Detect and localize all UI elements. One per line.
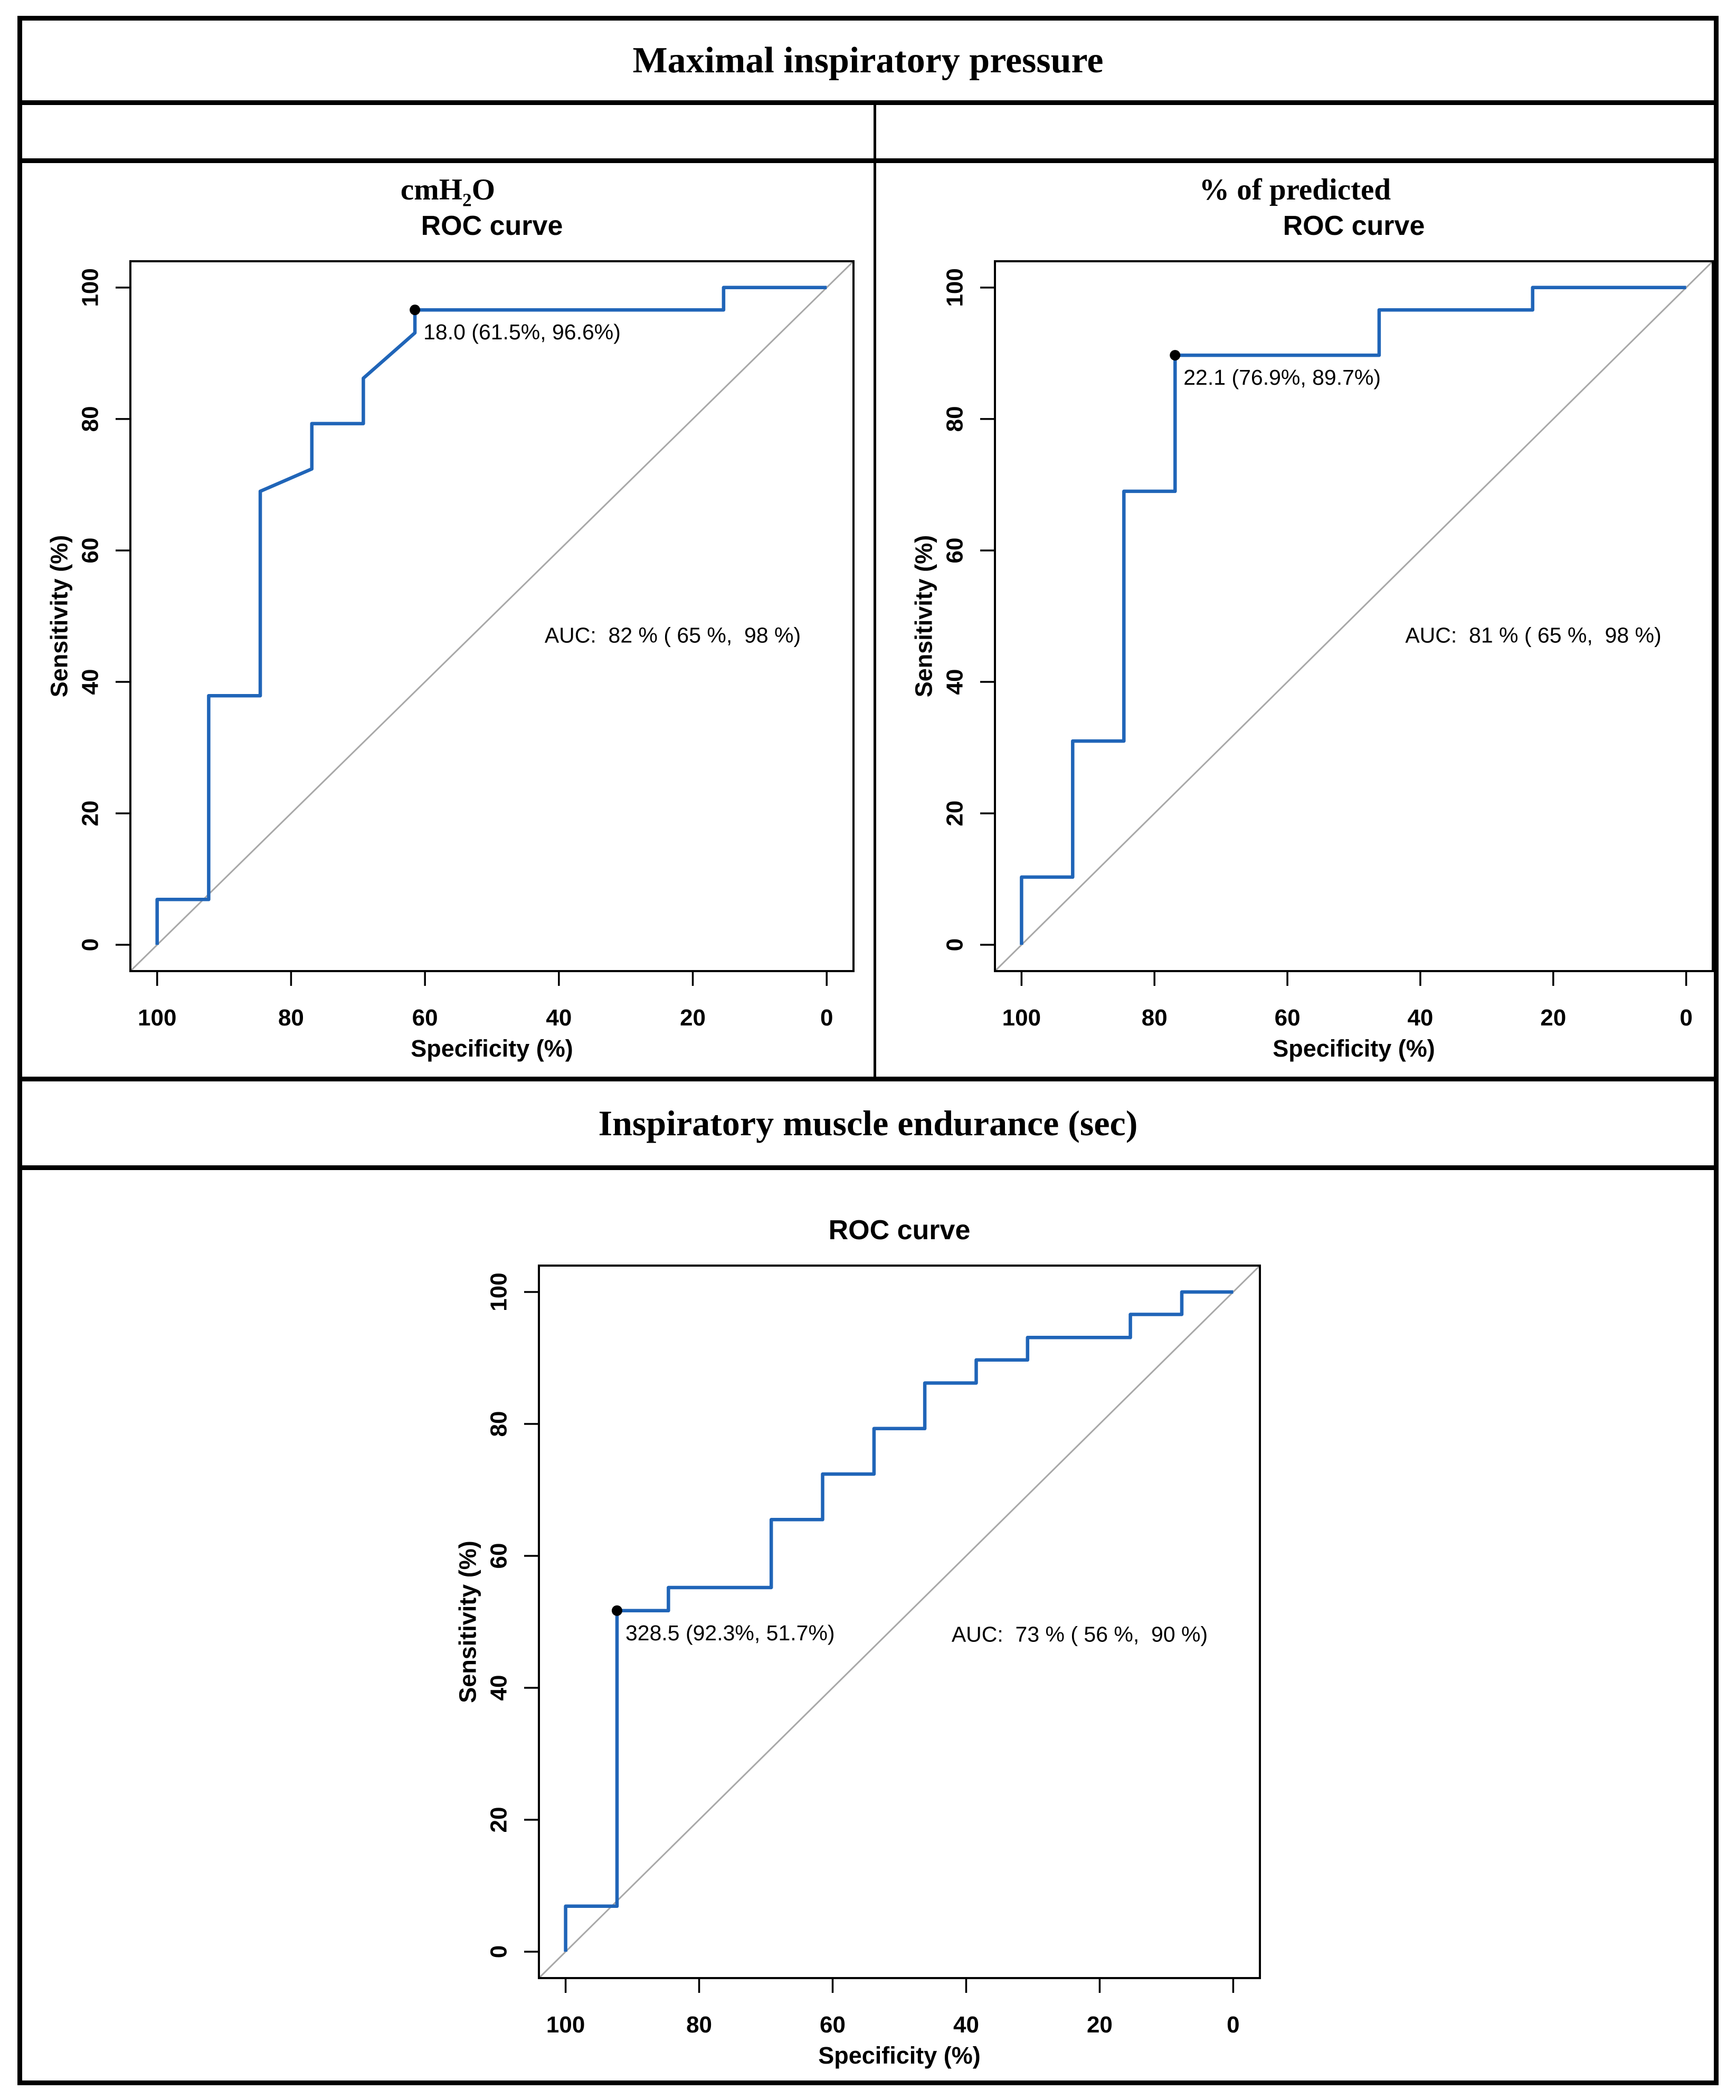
x-tick-label: 0 [820,1005,833,1031]
auc-annotation: AUC: 81 % ( 65 %, 98 %) [1405,623,1661,647]
y-axis-label: Sensitivity (%) [46,535,73,698]
section-title-maximal-inspiratory-pressure: Maximal inspiratory pressure [22,21,1714,100]
column-divider [874,100,876,1081]
section-title-inspiratory-muscle-endurance: Inspiratory muscle endurance (sec) [22,1081,1714,1165]
x-tick-label: 60 [820,2012,846,2038]
x-tick-label: 60 [1275,1005,1301,1031]
best-threshold-point [1170,350,1181,361]
y-tick-label: 0 [78,938,103,951]
threshold-label: 22.1 (76.9%, 89.7%) [1183,365,1381,389]
y-tick-label: 100 [942,268,968,307]
x-tick-label: 0 [1227,2012,1239,2038]
chance-diagonal-line [538,1265,1261,1979]
plot-frame [994,260,1714,972]
y-tick-label: 40 [942,669,968,695]
y-axis-label: Sensitivity (%) [910,535,937,698]
section-title-text: Inspiratory muscle endurance (sec) [598,1103,1138,1143]
threshold-label: 18.0 (61.5%, 96.6%) [423,320,621,344]
x-tick-label: 100 [546,2012,585,2038]
y-tick-label: 60 [942,537,968,563]
x-tick-label: 80 [278,1005,304,1031]
roc-chart-mip-cmh2o: ROC curve 100 80 60 40 20 0 0 20 40 60 80 100 Specifi… [46,211,855,1062]
y-tick-label: 40 [486,1675,512,1701]
chance-diagonal-line [994,260,1714,972]
header-cmh2o-pre: cmH [400,173,463,206]
x-tick-label: 80 [686,2012,712,2038]
y-tick-label: 80 [486,1411,512,1437]
x-tick-label: 20 [1540,1005,1566,1031]
plot-title: ROC curve [829,1215,971,1246]
y-tick-label: 40 [78,669,103,695]
roc-curve [1020,286,1686,945]
best-threshold-point [611,1605,622,1616]
plot-frame [538,1265,1261,1979]
y-tick-label: 100 [78,268,103,307]
y-tick-label: 60 [486,1543,512,1569]
y-tick-label: 20 [942,801,968,826]
divider-above-middle-title [17,1077,1719,1081]
roc-chart-mip-percent-predicted: ROC curve 100 80 60 40 20 0 0 20 40 60 80 100 Specifi… [910,211,1714,1062]
best-threshold-point [410,305,421,316]
threshold-label: 328.5 (92.3%, 51.7%) [625,1621,835,1645]
divider-under-middle-title [17,1165,1719,1170]
header-percent-predicted-text: % of predicted [1199,173,1391,206]
y-tick-label: 80 [78,406,103,432]
x-tick-label: 40 [1407,1005,1433,1031]
column-header-cmh2o: cmH2O [22,163,874,216]
y-tick-label: 20 [78,801,103,826]
plot-frame [129,260,855,972]
figure-outer-border [17,16,1719,2085]
x-tick-label: 80 [1142,1005,1168,1031]
divider-under-top-title [17,100,1719,105]
y-tick-label: 0 [942,938,968,951]
plot-title: ROC curve [1283,211,1425,241]
header-cmh2o-post: O [471,173,496,206]
x-tick-label: 60 [412,1005,438,1031]
x-axis-label: Specificity (%) [1273,1035,1435,1062]
x-tick-label: 40 [546,1005,572,1031]
auc-annotation: AUC: 73 % ( 56 %, 90 %) [952,1622,1208,1647]
plot-title: ROC curve [421,211,563,241]
x-axis-label: Specificity (%) [818,2042,981,2069]
chance-diagonal-line [129,260,855,972]
section-title-text: Maximal inspiratory pressure [632,40,1104,81]
y-axis-label: Sensitivity (%) [454,1541,481,1703]
y-tick-label: 100 [486,1272,512,1311]
divider-under-column-headers [17,158,1719,163]
x-axis-label: Specificity (%) [411,1035,573,1062]
x-tick-label: 100 [1002,1005,1041,1031]
roc-curve [564,1290,1234,1952]
x-tick-label: 20 [680,1005,706,1031]
roc-curve [155,286,827,945]
y-tick-label: 80 [942,406,968,432]
y-tick-label: 20 [486,1807,512,1833]
y-tick-label: 60 [78,537,103,563]
x-tick-label: 20 [1087,2012,1113,2038]
header-cmh2o-subscript: 2 [462,189,472,211]
x-tick-label: 40 [953,2012,979,2038]
column-header-percent-predicted: % of predicted [876,163,1714,216]
roc-chart-endurance: ROC curve 100 80 60 40 20 0 0 20 40 60 80 100 Specifi… [454,1215,1261,2069]
auc-annotation: AUC: 82 % ( 65 %, 98 %) [545,623,801,647]
y-tick-label: 0 [486,1945,512,1958]
x-tick-label: 100 [138,1005,176,1031]
x-tick-label: 0 [1680,1005,1692,1031]
